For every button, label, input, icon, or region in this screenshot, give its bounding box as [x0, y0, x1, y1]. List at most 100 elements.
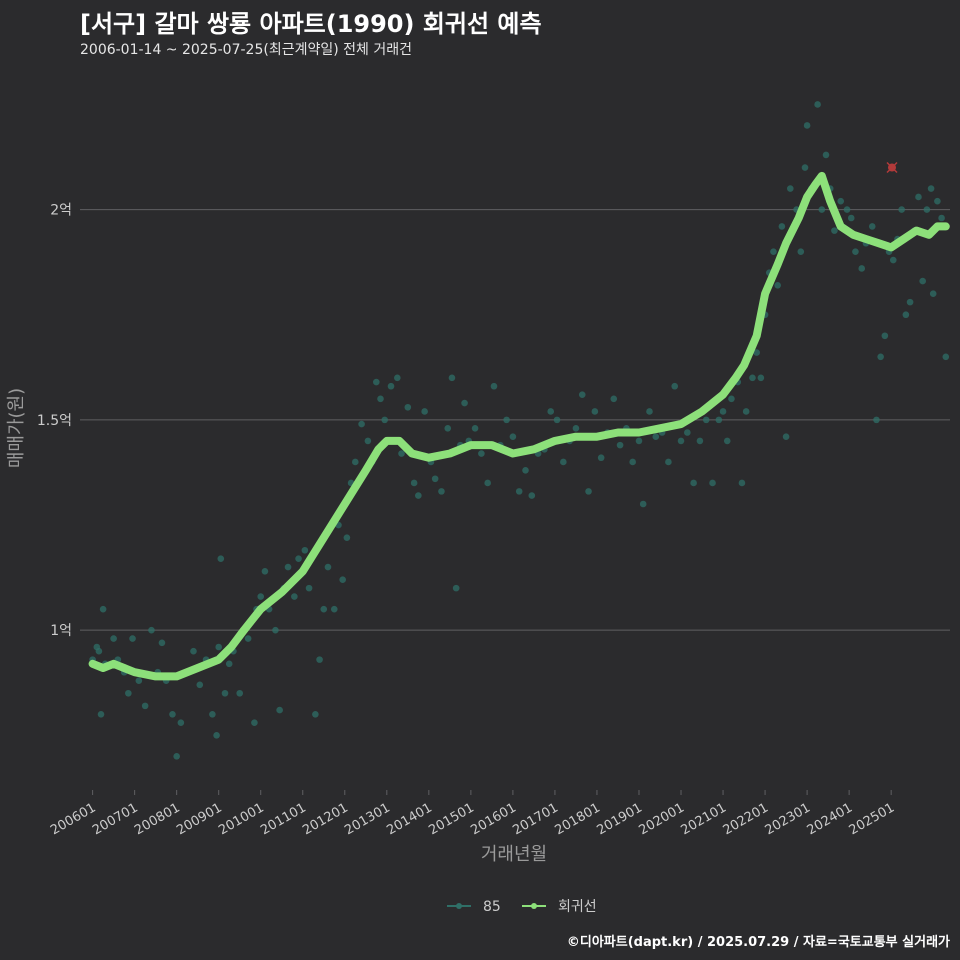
data-point: [351, 458, 359, 466]
data-point: [148, 626, 155, 634]
x-tick-label: 202201: [721, 800, 771, 838]
data-point: [728, 395, 735, 403]
data-point: [677, 437, 685, 445]
data-point: [927, 185, 935, 192]
data-point: [251, 719, 258, 727]
data-point: [868, 223, 876, 230]
data-point: [847, 214, 855, 222]
x-tick-label: 201401: [384, 800, 434, 838]
data-point: [915, 193, 922, 201]
data-point: [364, 437, 372, 445]
data-point: [652, 433, 660, 441]
data-point: [822, 151, 830, 159]
data-point: [690, 479, 697, 487]
data-point: [818, 206, 826, 213]
legend-label: 85: [483, 899, 501, 915]
data-point: [942, 353, 950, 361]
data-point: [528, 492, 536, 499]
x-tick-label: 201601: [468, 800, 518, 838]
data-point: [934, 197, 941, 205]
data-point: [410, 479, 418, 487]
x-tick-label: 200901: [174, 800, 224, 838]
data-point: [261, 567, 269, 575]
data-point: [141, 702, 149, 710]
data-point: [646, 408, 653, 415]
regression-line: [88, 171, 950, 681]
data-point: [415, 492, 422, 499]
data-point: [610, 395, 618, 403]
x-tick-labels: 2006012007012008012009012010012011012012…: [48, 790, 897, 838]
x-tick-label: 202101: [679, 800, 729, 838]
data-point: [99, 605, 107, 613]
data-point: [929, 290, 937, 298]
data-point: [814, 101, 821, 108]
data-point: [404, 403, 412, 411]
data-point: [301, 546, 309, 554]
x-tick-label: 201501: [426, 800, 476, 838]
data-point: [438, 488, 445, 495]
data-point: [190, 647, 197, 655]
data-point: [339, 576, 346, 584]
y-tick-label: 1억: [50, 623, 72, 639]
data-point: [97, 710, 105, 718]
data-point: [95, 647, 103, 655]
data-point: [305, 584, 313, 592]
x-tick-label: 202301: [763, 800, 813, 838]
data-point: [786, 185, 794, 192]
data-point: [129, 635, 136, 642]
data-point: [873, 416, 880, 424]
data-point: [276, 706, 283, 714]
data-point: [709, 479, 716, 487]
data-point: [272, 626, 279, 634]
data-point: [135, 677, 143, 684]
data-point: [629, 458, 636, 466]
data-point: [831, 227, 838, 234]
legend: 85 회귀선: [447, 899, 597, 915]
data-point: [196, 681, 204, 689]
data-point: [578, 391, 586, 398]
data-point: [257, 593, 265, 600]
data-point: [902, 311, 910, 319]
data-point: [671, 382, 679, 390]
data-point: [522, 467, 529, 474]
legend-key-dot: [456, 903, 462, 909]
data-point: [898, 206, 905, 213]
data-point: [696, 437, 704, 445]
data-point: [110, 635, 117, 642]
data-point: [343, 534, 351, 541]
data-point: [316, 656, 323, 663]
data-point: [452, 584, 460, 592]
data-point: [852, 248, 859, 255]
data-point: [330, 605, 338, 613]
data-point: [906, 298, 914, 306]
regression-line-path: [88, 171, 950, 681]
data-point: [444, 424, 452, 432]
data-point: [881, 332, 889, 340]
data-point: [173, 753, 180, 760]
x-tick-label: 201101: [258, 800, 308, 838]
data-point: [715, 416, 723, 424]
data-point: [213, 732, 220, 739]
data-point: [665, 458, 672, 466]
data-point: [837, 197, 845, 205]
y-axis-label: 매매가(원): [6, 388, 27, 468]
data-point: [461, 399, 468, 407]
x-tick-label: 201701: [510, 800, 560, 838]
data-point: [125, 689, 132, 697]
data-point: [490, 382, 498, 390]
data-point: [478, 450, 485, 457]
data-point: [387, 382, 395, 390]
data-point: [877, 353, 884, 361]
data-point: [719, 408, 727, 415]
data-point: [244, 635, 252, 642]
data-point: [394, 374, 401, 382]
data-point: [919, 277, 926, 285]
data-point: [312, 710, 319, 718]
legend-label: 회귀선: [558, 899, 597, 915]
data-point: [553, 416, 561, 424]
data-point: [858, 265, 866, 272]
data-point: [591, 408, 599, 415]
source-caption: ©디아파트(dapt.kr) / 2025.07.29 / 자료=국토교통부 실…: [566, 935, 950, 950]
data-point: [547, 408, 555, 415]
